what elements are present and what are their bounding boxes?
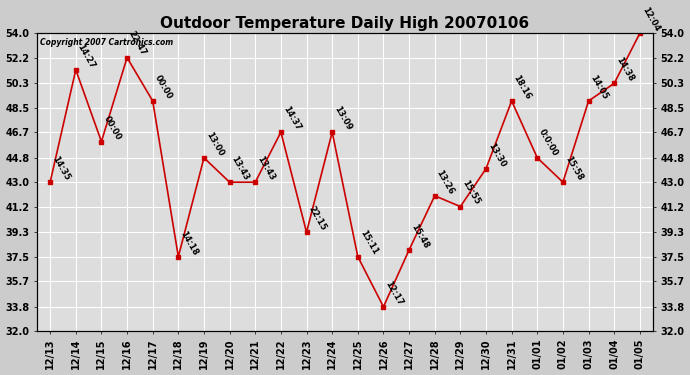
Text: 14:18: 14:18 bbox=[178, 229, 199, 257]
Text: 22:47: 22:47 bbox=[127, 30, 148, 58]
Text: 0:0:00: 0:0:00 bbox=[538, 128, 560, 158]
Text: 14:35: 14:35 bbox=[50, 154, 71, 182]
Text: 00:00: 00:00 bbox=[101, 114, 122, 142]
Text: 12:04: 12:04 bbox=[640, 6, 661, 33]
Text: 18:16: 18:16 bbox=[512, 73, 533, 101]
Text: Copyright 2007 Cartronics.com: Copyright 2007 Cartronics.com bbox=[41, 38, 174, 47]
Text: 14:27: 14:27 bbox=[76, 42, 97, 70]
Text: 15:48: 15:48 bbox=[409, 222, 431, 250]
Text: 22:15: 22:15 bbox=[306, 204, 328, 232]
Text: 14:05: 14:05 bbox=[589, 73, 610, 101]
Text: 15:11: 15:11 bbox=[358, 229, 379, 257]
Text: 13:30: 13:30 bbox=[486, 141, 507, 169]
Text: 13:26: 13:26 bbox=[435, 168, 456, 196]
Text: 15:55: 15:55 bbox=[460, 179, 482, 207]
Text: 13:43: 13:43 bbox=[230, 154, 250, 182]
Title: Outdoor Temperature Daily High 20070106: Outdoor Temperature Daily High 20070106 bbox=[161, 16, 529, 31]
Text: 14:37: 14:37 bbox=[281, 105, 302, 132]
Text: 15:58: 15:58 bbox=[563, 154, 584, 182]
Text: 14:38: 14:38 bbox=[614, 56, 635, 83]
Text: 13:43: 13:43 bbox=[255, 154, 277, 182]
Text: 12:17: 12:17 bbox=[384, 279, 404, 307]
Text: 00:00: 00:00 bbox=[152, 74, 174, 101]
Text: 13:00: 13:00 bbox=[204, 130, 225, 158]
Text: 13:09: 13:09 bbox=[332, 105, 353, 132]
